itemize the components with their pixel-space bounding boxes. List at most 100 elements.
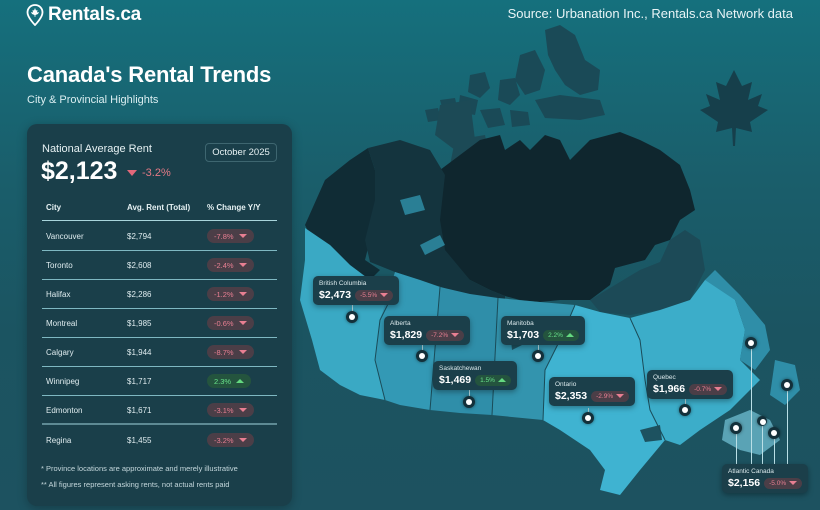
arrow-down-icon (238, 292, 247, 296)
pin-new-brunswick[interactable] (730, 422, 742, 434)
province-name: British Columbia (319, 280, 367, 287)
leader-line (538, 344, 539, 354)
callout-alberta[interactable]: Alberta $1,829 -7.2% (384, 316, 471, 345)
table-row: Toronto $2,608 -2.4% (42, 251, 277, 280)
arrow-down-icon (714, 387, 723, 391)
callout-atlantic-canada[interactable]: Atlantic Canada $2,156 -5.0% (722, 464, 809, 493)
leader-line (422, 344, 423, 354)
table-row: Montreal $1,985 -0.6% (42, 309, 277, 338)
pin-british-columbia[interactable] (346, 311, 358, 323)
province-name: Ontario (555, 381, 577, 388)
change-badge: -2.9% (591, 390, 630, 402)
city-name: Montreal (46, 319, 78, 328)
pin-labrador[interactable] (745, 337, 757, 349)
page-title: Canada's Rental Trends (27, 62, 272, 87)
change-badge: -1.2% (207, 287, 254, 301)
column-header-change: % Change Y/Y (207, 203, 261, 212)
yukon-region (305, 148, 380, 280)
leader-line (469, 390, 470, 400)
city-name: Vancouver (46, 232, 84, 241)
city-name: Calgary (46, 348, 74, 357)
change-value: 2.2% (548, 331, 563, 339)
change-value: -0.6% (214, 318, 234, 328)
change-badge: -7.8% (207, 229, 254, 243)
pin-newfoundland[interactable] (781, 379, 793, 391)
source-caption: Source: Urbanation Inc., Rentals.ca Netw… (507, 6, 793, 21)
leader-line (352, 304, 353, 314)
leader-line (736, 434, 737, 464)
pin-pei[interactable] (757, 416, 767, 426)
change-value: -2.9% (596, 392, 614, 400)
change-badge: -7.2% (426, 329, 465, 341)
saskatchewan-region (430, 287, 498, 415)
arrow-down-icon (451, 333, 460, 337)
change-value: -2.4% (214, 260, 234, 270)
maple-leaf-icon (700, 70, 768, 146)
change-value: -5.5% (360, 291, 378, 299)
province-rent: $1,966 (653, 383, 686, 395)
arrow-down-icon (380, 293, 389, 297)
city-name: Halifax (46, 290, 71, 299)
pin-saskatchewan[interactable] (463, 396, 475, 408)
change-value: -7.2% (431, 331, 449, 339)
rentals-logo[interactable]: Rentals.ca (26, 4, 141, 26)
city-name: Edmonton (46, 406, 83, 415)
pin-alberta[interactable] (416, 350, 428, 362)
arrow-down-icon (238, 350, 247, 354)
province-rent: $2,353 (555, 390, 588, 402)
province-name: Alberta (390, 320, 411, 327)
pin-quebec[interactable] (679, 404, 691, 416)
arrow-down-icon (616, 394, 625, 398)
table-row: Edmonton $1,671 -3.1% (42, 396, 277, 425)
province-name: Saskatchewan (439, 365, 482, 372)
table-row: Vancouver $2,794 -7.8% (42, 222, 277, 251)
change-value: -5.0% (769, 479, 787, 487)
footnote-asking-rents: ** All figures represent asking rents, n… (41, 480, 230, 489)
city-rent: $2,608 (127, 261, 152, 270)
change-badge: -5.5% (355, 289, 394, 301)
province-name: Quebec (653, 374, 676, 381)
city-name: Winnipeg (46, 377, 80, 386)
change-value: -8.7% (214, 347, 234, 357)
pin-manitoba[interactable] (532, 350, 544, 362)
province-rent: $1,469 (439, 374, 472, 386)
callout-manitoba[interactable]: Manitoba $1,703 2.2% (501, 316, 585, 345)
pin-nova-scotia[interactable] (768, 427, 780, 439)
province-name: Manitoba (507, 320, 534, 327)
arrow-down-icon (238, 438, 247, 442)
table-row: Winnipeg $1,717 2.3% (42, 367, 277, 396)
province-rent: $1,703 (507, 329, 540, 341)
national-average-label: National Average Rent (42, 143, 152, 155)
province-name: Atlantic Canada (728, 468, 774, 475)
national-average-value: $2,123 (41, 157, 118, 185)
leader-line (762, 426, 763, 464)
nunavut-region (440, 132, 695, 302)
change-value: -0.7% (694, 385, 712, 393)
leader-line (685, 398, 686, 408)
footnote-locations: * Province locations are approximate and… (41, 464, 238, 473)
change-badge: -5.0% (764, 477, 803, 489)
province-rent: $1,829 (390, 329, 423, 341)
arrow-up-icon (565, 333, 574, 337)
change-badge: 1.5% (475, 374, 511, 386)
table-row: Halifax $2,286 -1.2% (42, 280, 277, 309)
change-value: 2.3% (214, 376, 232, 386)
pin-ontario[interactable] (582, 412, 594, 424)
city-rent: $2,286 (127, 290, 152, 299)
table-row: Regina $1,455 -3.2% (42, 426, 277, 455)
callout-saskatchewan[interactable]: Saskatchewan $1,469 1.5% (433, 361, 517, 390)
date-selector-button[interactable]: October 2025 (205, 143, 277, 162)
callout-ontario[interactable]: Ontario $2,353 -2.9% (549, 377, 636, 406)
callout-british-columbia[interactable]: British Columbia $2,473 -5.5% (313, 276, 400, 305)
arrow-down-icon (238, 408, 247, 412)
callout-quebec[interactable]: Quebec $1,966 -0.7% (647, 370, 734, 399)
change-badge: -0.7% (689, 383, 728, 395)
province-rent: $2,156 (728, 477, 761, 489)
table-header: City Avg. Rent (Total) % Change Y/Y (42, 197, 277, 221)
change-value: -7.8% (214, 231, 234, 241)
province-rent: $2,473 (319, 289, 352, 301)
arrow-up-icon (236, 379, 245, 383)
arrow-down-icon (238, 234, 247, 238)
change-badge: -3.1% (207, 403, 254, 417)
arrow-down-icon (238, 263, 247, 267)
